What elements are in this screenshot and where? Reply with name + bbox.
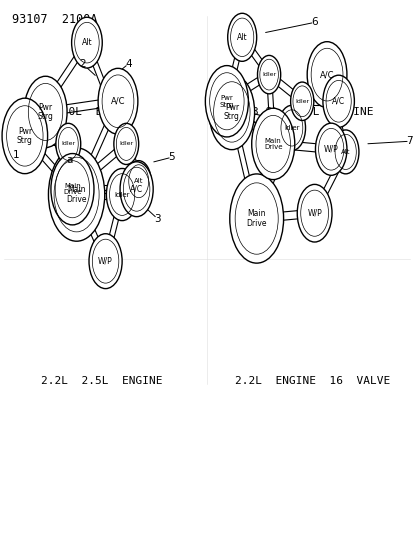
Ellipse shape: [251, 108, 294, 180]
Ellipse shape: [315, 123, 346, 175]
Text: Alt: Alt: [81, 38, 92, 47]
Text: W/P: W/P: [323, 145, 338, 154]
Ellipse shape: [205, 66, 248, 137]
Text: A/C: A/C: [130, 185, 143, 193]
Ellipse shape: [257, 55, 280, 94]
Text: 2.2L  2.5L  ENGINE: 2.2L 2.5L ENGINE: [40, 376, 162, 386]
Text: Main
Drive: Main Drive: [263, 138, 282, 150]
Text: 2.2L  ENGINE  16  VALVE: 2.2L ENGINE 16 VALVE: [234, 376, 389, 386]
Ellipse shape: [209, 74, 254, 150]
Text: Pwr
Strg: Pwr Strg: [219, 95, 233, 108]
Text: 3.0L  ENGINE: 3.0L ENGINE: [55, 107, 135, 117]
Text: Pwr
Strg: Pwr Strg: [17, 126, 33, 146]
Text: 6: 6: [311, 18, 317, 27]
Text: 1: 1: [13, 150, 20, 159]
Ellipse shape: [332, 130, 358, 174]
Text: Idler: Idler: [61, 141, 75, 147]
Text: 5: 5: [168, 152, 175, 162]
Text: 3.8L  3.3L  ENGINE: 3.8L 3.3L ENGINE: [251, 107, 373, 117]
Ellipse shape: [24, 76, 67, 148]
Ellipse shape: [98, 68, 138, 134]
Ellipse shape: [51, 154, 94, 225]
Text: Idler: Idler: [294, 99, 309, 104]
Text: 7: 7: [406, 136, 412, 146]
Text: 93107  2100A: 93107 2100A: [12, 13, 98, 26]
Text: 4: 4: [125, 59, 131, 69]
Text: Alt: Alt: [134, 178, 143, 184]
Text: Idler: Idler: [283, 125, 299, 131]
Text: Alt: Alt: [236, 33, 247, 42]
Ellipse shape: [322, 75, 354, 127]
Text: W/P: W/P: [98, 257, 113, 265]
Text: a: a: [66, 155, 73, 165]
Text: Idler: Idler: [261, 72, 275, 77]
Text: 3: 3: [154, 214, 160, 223]
Text: Pwr
Strg: Pwr Strg: [38, 102, 53, 122]
Text: W/P: W/P: [306, 209, 321, 217]
Text: Idler: Idler: [119, 141, 133, 147]
Ellipse shape: [106, 168, 138, 221]
Text: Main
Drive: Main Drive: [66, 185, 87, 204]
Ellipse shape: [297, 184, 331, 242]
Ellipse shape: [126, 160, 151, 202]
Text: Main
Drive: Main Drive: [63, 183, 81, 196]
Ellipse shape: [56, 123, 81, 165]
Ellipse shape: [120, 162, 153, 216]
Text: A/C: A/C: [319, 70, 334, 79]
Ellipse shape: [48, 148, 104, 241]
Ellipse shape: [89, 234, 122, 288]
Ellipse shape: [229, 174, 283, 263]
Text: A/C: A/C: [331, 97, 344, 106]
Text: A/C: A/C: [110, 97, 125, 106]
Ellipse shape: [71, 17, 102, 68]
Ellipse shape: [306, 42, 346, 108]
Ellipse shape: [227, 13, 256, 61]
Ellipse shape: [114, 123, 138, 165]
Text: Idler: Idler: [114, 191, 130, 198]
Text: Alt: Alt: [340, 149, 349, 155]
Ellipse shape: [278, 106, 305, 150]
Ellipse shape: [2, 98, 47, 174]
Text: 2: 2: [79, 59, 86, 69]
Text: Main
Drive: Main Drive: [246, 209, 266, 228]
Text: Pwr
Strg: Pwr Strg: [223, 102, 239, 122]
Ellipse shape: [290, 82, 313, 120]
